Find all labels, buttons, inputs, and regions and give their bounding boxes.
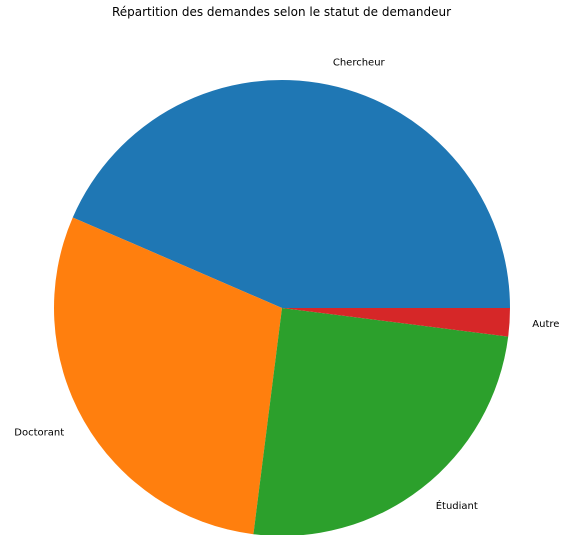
pie-label-3: Étudiant — [436, 499, 478, 512]
pie-labels: Chercheur Doctorant Étudiant Autre — [14, 57, 559, 512]
pie-label-1: Chercheur — [333, 57, 386, 68]
pie-slice-3 — [253, 308, 509, 535]
pie-slice-1 — [72, 79, 511, 308]
pie-slice-4 — [282, 308, 510, 337]
pie-label-4: Autre — [532, 319, 559, 330]
pie-label-2: Doctorant — [14, 427, 64, 438]
pie-slice-2 — [53, 217, 282, 535]
pie-slices — [53, 79, 511, 535]
chart-title: Répartition des demandes selon le statut… — [111, 5, 452, 19]
